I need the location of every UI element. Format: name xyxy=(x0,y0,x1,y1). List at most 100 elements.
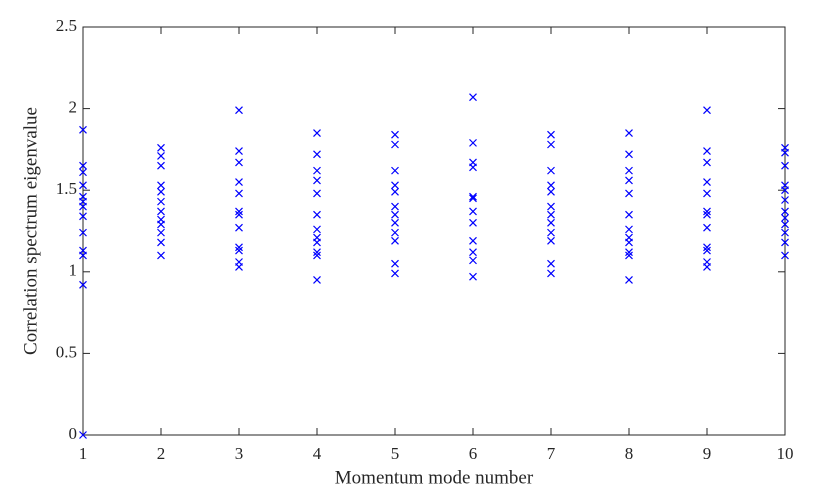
marker xyxy=(781,251,789,260)
x-tick-label: 7 xyxy=(547,444,556,463)
marker xyxy=(235,246,243,255)
marker xyxy=(391,140,399,149)
marker xyxy=(469,192,477,201)
marker xyxy=(235,106,243,115)
y-tick-label: 2 xyxy=(69,98,78,117)
x-axis-label: Momentum mode number xyxy=(335,467,534,488)
marker xyxy=(703,262,711,271)
marker xyxy=(313,248,321,257)
marker xyxy=(703,189,711,198)
marker xyxy=(79,168,87,177)
marker xyxy=(469,93,477,102)
x-tick-label: 10 xyxy=(777,444,794,463)
marker xyxy=(157,238,165,247)
marker xyxy=(157,181,165,190)
marker xyxy=(391,181,399,190)
marker xyxy=(703,178,711,186)
marker xyxy=(313,225,321,234)
marker xyxy=(391,218,399,227)
marker xyxy=(547,228,555,237)
marker xyxy=(391,269,399,278)
x-tick-label: 6 xyxy=(469,444,478,463)
marker xyxy=(781,228,789,237)
marker xyxy=(79,228,87,237)
marker xyxy=(625,276,633,284)
marker xyxy=(547,187,555,196)
marker xyxy=(547,259,555,268)
marker xyxy=(781,207,789,216)
marker xyxy=(79,280,87,289)
marker xyxy=(235,223,243,232)
marker xyxy=(313,210,321,219)
marker xyxy=(391,130,399,139)
marker xyxy=(157,228,165,237)
marker xyxy=(469,207,477,216)
marker xyxy=(625,210,633,219)
marker xyxy=(157,220,165,229)
marker xyxy=(469,248,477,257)
x-tick-label: 4 xyxy=(313,444,322,463)
marker xyxy=(781,238,789,247)
y-axis-label: Correlation spectrum eigenvalue xyxy=(20,107,41,355)
marker xyxy=(781,214,789,222)
marker xyxy=(235,207,243,216)
marker xyxy=(313,166,321,175)
marker xyxy=(313,189,321,198)
marker xyxy=(79,125,87,134)
marker xyxy=(625,150,633,159)
marker xyxy=(391,187,399,196)
marker xyxy=(703,223,711,232)
marker xyxy=(547,130,555,139)
marker xyxy=(235,147,243,155)
marker xyxy=(703,158,711,167)
marker xyxy=(469,138,477,147)
marker xyxy=(157,161,165,170)
marker xyxy=(703,207,711,216)
marker xyxy=(781,220,789,229)
marker xyxy=(547,166,555,175)
marker xyxy=(547,140,555,149)
marker xyxy=(313,150,321,159)
marker xyxy=(781,186,789,195)
marker xyxy=(157,207,165,216)
marker xyxy=(781,161,789,170)
marker xyxy=(469,256,477,265)
marker xyxy=(235,178,243,186)
marker xyxy=(235,262,243,271)
marker xyxy=(391,166,399,175)
marker xyxy=(625,129,633,138)
marker xyxy=(313,251,321,260)
marker xyxy=(391,259,399,268)
marker xyxy=(157,152,165,160)
x-tick-label: 1 xyxy=(79,444,88,463)
y-tick-label: 1 xyxy=(69,261,78,280)
marker xyxy=(703,210,711,219)
marker xyxy=(79,431,87,439)
marker xyxy=(235,243,243,252)
y-tick-label: 0.5 xyxy=(56,342,77,361)
marker xyxy=(547,181,555,190)
marker xyxy=(469,163,477,172)
marker xyxy=(235,189,243,198)
marker xyxy=(391,202,399,211)
marker xyxy=(235,210,243,219)
marker xyxy=(157,197,165,206)
marker xyxy=(547,236,555,245)
marker xyxy=(703,243,711,252)
x-tick-label: 2 xyxy=(157,444,166,463)
marker xyxy=(79,202,87,211)
marker xyxy=(157,251,165,260)
marker xyxy=(625,176,633,185)
marker xyxy=(79,161,87,170)
marker xyxy=(157,143,165,152)
marker xyxy=(625,166,633,175)
marker xyxy=(703,246,711,255)
marker xyxy=(469,236,477,245)
y-tick-label: 0 xyxy=(69,424,78,443)
y-tick-label: 1.5 xyxy=(56,179,77,198)
marker xyxy=(469,218,477,227)
x-tick-label: 8 xyxy=(625,444,634,463)
marker xyxy=(547,210,555,219)
y-tick-label: 2.5 xyxy=(56,16,77,35)
